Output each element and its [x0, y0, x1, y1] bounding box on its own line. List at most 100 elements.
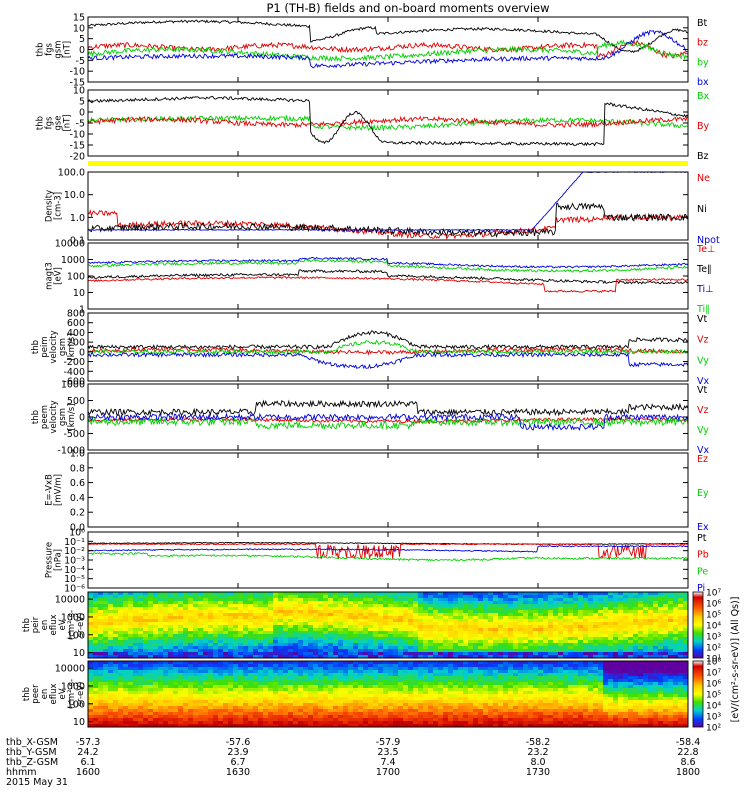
spectrogram-cell [218, 676, 224, 680]
spectrogram-cell [368, 613, 374, 617]
spectrogram-cell [483, 616, 489, 620]
spectrogram-cell [428, 706, 434, 710]
spectrogram-cell [523, 697, 529, 701]
spectrogram-cell [683, 643, 689, 647]
spectrogram-cell [283, 634, 289, 638]
spectrogram-cell [193, 700, 199, 704]
spectrogram-cell [338, 661, 344, 665]
spectrogram-cell [133, 637, 139, 641]
spectrogram-cell [618, 619, 624, 623]
spectrogram-cell [543, 640, 549, 644]
spectrogram-cell [513, 667, 519, 671]
spectrogram-cell [448, 604, 454, 608]
spectrogram-cell [423, 622, 429, 626]
spectrogram-cell [483, 649, 489, 653]
spectrogram-cell [448, 670, 454, 674]
spectrogram-cell [528, 601, 534, 605]
spectrogram-cell [443, 604, 449, 608]
spectrogram-cell [498, 610, 504, 614]
spectrogram-cell [508, 703, 514, 707]
spectrogram-cell [383, 652, 389, 656]
spectrogram-cell [413, 724, 419, 728]
spectrogram-cell [118, 712, 124, 716]
spectrogram-cell [253, 661, 259, 665]
spectrogram-cell [543, 610, 549, 614]
spectrogram-cell [263, 667, 269, 671]
spectrogram-cell [578, 598, 584, 602]
spectrogram-cell [188, 622, 194, 626]
spectrogram-cell [283, 598, 289, 602]
spectrogram-cell [503, 706, 509, 710]
spectrogram-cell [263, 616, 269, 620]
spectrogram-cell [613, 637, 619, 641]
spectrogram-cell [648, 607, 654, 611]
spectrogram-cell [308, 694, 314, 698]
spectrogram-cell [533, 610, 539, 614]
spectrogram-cell [258, 625, 264, 629]
spectrogram-cell [338, 700, 344, 704]
spectrogram-cell [573, 652, 579, 656]
spectrogram-cell [508, 721, 514, 725]
series-by [88, 115, 688, 129]
spectrogram-cell [188, 685, 194, 689]
spectrogram-cell [118, 685, 124, 689]
spectrogram-cell [393, 607, 399, 611]
spectrogram-cell [218, 685, 224, 689]
spectrogram-cell [438, 688, 444, 692]
spectrogram-cell [418, 625, 424, 629]
spectrogram-cell [458, 673, 464, 677]
spectrogram-cell [483, 610, 489, 614]
spectrogram-cell [278, 706, 284, 710]
spectrogram-cell [363, 670, 369, 674]
spectrogram-cell [268, 652, 274, 656]
spectrogram-cell [433, 595, 439, 599]
spectrogram-cell [143, 703, 149, 707]
spectrogram-cell [173, 718, 179, 722]
spectrogram-cell [388, 649, 394, 653]
spectrogram-cell [223, 697, 229, 701]
spectrogram-cell [463, 661, 469, 665]
spectrogram-cell [278, 721, 284, 725]
spectrogram-cell [188, 592, 194, 596]
spectrogram-cell [443, 691, 449, 695]
spectrogram-cell [513, 721, 519, 725]
spectrogram-cell [428, 619, 434, 623]
spectrogram-cell [288, 721, 294, 725]
spectrogram-cell [683, 649, 689, 653]
y-axis-label: gse [54, 115, 64, 130]
spectrogram-cell [293, 598, 299, 602]
spectrogram-cell [108, 652, 114, 656]
series-te-perp [88, 276, 688, 293]
spectrogram-cell [188, 679, 194, 683]
spectrogram-cell [158, 682, 164, 686]
spectrogram-cell [383, 697, 389, 701]
spectrogram-cell [658, 598, 664, 602]
spectrogram-cell [593, 631, 599, 635]
spectrogram-cell [213, 703, 219, 707]
spectrogram-cell [238, 652, 244, 656]
spectrogram-cell [458, 640, 464, 644]
spectrogram-cell [388, 661, 394, 665]
spectrogram-cell [228, 700, 234, 704]
spectrogram-cell [88, 709, 94, 713]
spectrogram-cell [143, 715, 149, 719]
spectrogram-cell [123, 715, 129, 719]
spectrogram-cell [153, 634, 159, 638]
legend-entry: Vz [697, 405, 709, 416]
spectrogram-cell [343, 691, 349, 695]
spectrogram-cell [263, 721, 269, 725]
spectrogram-cell [193, 667, 199, 671]
spectrogram-cell [488, 616, 494, 620]
spectrogram-cell [243, 604, 249, 608]
spectrogram-cell [383, 661, 389, 665]
spectrogram-cell [308, 712, 314, 716]
spectrogram-cell [363, 631, 369, 635]
spectrogram-cell [683, 595, 689, 599]
spectrogram-cell [498, 676, 504, 680]
spectrogram-cell [188, 712, 194, 716]
spectrogram-cell [413, 631, 419, 635]
spectrogram-cell [158, 649, 164, 653]
spectrogram-cell [418, 712, 424, 716]
spectrogram-cell [478, 604, 484, 608]
spectrogram-cell [313, 673, 319, 677]
